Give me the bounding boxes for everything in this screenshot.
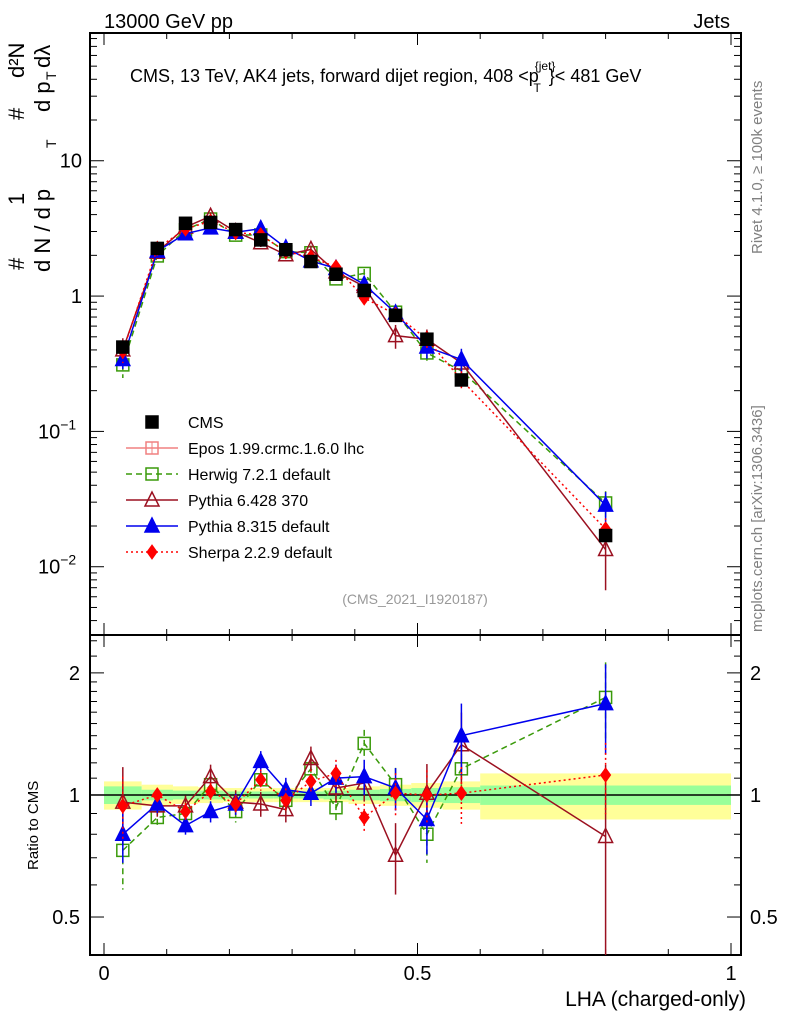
cms-data-point [357,283,371,298]
cms-data-point [329,267,343,281]
legend-marker [145,467,159,481]
sherpa2-ratio-point [358,809,370,826]
pythia6-ratio-point [327,778,345,795]
cms-data-point [150,241,165,256]
svg-text:d N / d p: d N / d p [30,189,55,272]
sherpa2-ratio-point [230,796,242,812]
pythia6-ratio-line [122,743,607,858]
herwig7-line [122,218,607,504]
legend-marker [146,544,158,560]
ratio-y-tick-label-right: 2 [750,663,761,685]
herwig7-ratio-point [357,736,371,751]
pythia6-ratio-point [202,766,219,784]
svg-text:dλ: dλ [30,45,55,68]
legend-marker [143,490,161,507]
ratio-y-tick-label: 0.5 [52,907,80,929]
pythia8-ratio-point [149,794,166,811]
legend-label: Pythia 8.315 default [188,519,330,536]
sherpa2-ratio-point [599,767,612,783]
cms-data-point [203,215,218,230]
cms-data-point [304,254,318,269]
pythia6-ratio-point [597,826,614,844]
sherpa2-ratio-point [455,785,468,802]
pythia8-point [597,495,614,512]
pythia6-ratio-point [252,794,269,811]
pythia8-ratio-point [355,766,373,784]
legend-label: Herwig 7.2.1 default [188,467,331,484]
pythia6-ratio-point [277,799,295,817]
sherpa2-ratio-point [179,803,192,820]
pythia8-ratio-point [202,801,219,819]
header-left: 13000 GeV pp [104,11,233,33]
cms-data-point [178,216,193,231]
sherpa2-ratio-point [330,765,342,782]
svg-text:#: # [4,107,29,120]
y-axis-label: # 1 d N / d p T # d²N d p T dλ [4,43,59,272]
y-tick-label: 10−2 [38,552,76,579]
x-tick-label: 1 [725,963,736,985]
cms-data-point [254,233,268,247]
pythia8-point [453,349,470,367]
pythia8-ratio-point [302,783,320,800]
sherpa2-ratio-point [389,785,402,802]
pythia6-ratio-point [387,845,404,863]
ratio-y-tick-label: 2 [69,663,80,685]
y-tick-label: 1 [71,286,82,308]
chart-title: CMS, 13 TeV, AK4 jets, forward dijet reg… [130,59,641,95]
cms-data-point [228,222,243,237]
legend-label: Pythia 6.428 370 [188,493,308,510]
x-tick-label: 0 [98,963,109,985]
legend-label: CMS [188,415,224,432]
pythia8-ratio-point [418,809,436,827]
legend-marker [143,516,161,533]
svg-text:T: T [43,71,59,80]
cms-data-point [598,528,613,543]
mcplots-label: mcplots.cern.ch [arXiv:1306.3436] [749,405,766,632]
analysis-label: (CMS_2021_I1920187) [342,591,488,607]
sherpa2-ratio-point [117,797,129,814]
header-right: Jets [693,11,730,33]
sherpa2-ratio-point [151,787,163,803]
pythia8-ratio-point [453,726,470,743]
sherpa2-ratio-point [305,773,317,790]
x-axis-label: LHA (charged-only) [565,988,746,1011]
legend-label: Sherpa 2.2.9 default [188,545,333,562]
sherpa2-ratio-point [421,787,433,803]
pythia6-point [387,325,404,343]
pythia6-point [597,539,614,557]
svg-text:T: T [43,139,59,148]
legend-label: Epos 1.99.crmc.1.6.0 lhc [188,441,364,458]
cms-data-point [388,308,403,323]
y-tick-label: 10 [60,151,82,173]
sherpa2-ratio-point [280,792,292,809]
y-tick-label: 10−1 [38,416,76,443]
sherpa2-ratio-point [204,783,217,800]
pythia6-ratio-point [302,748,320,766]
ratio-y-tick-label-right: 1 [750,785,761,807]
rivet-label: Rivet 4.1.0, ≥ 100k events [749,81,766,254]
ratio-y-tick-label-right: 0.5 [750,907,778,929]
pythia8-ratio-point [597,693,614,711]
cms-data-point [279,242,293,257]
svg-text:#: # [4,257,29,270]
x-tick-label: 0.5 [404,963,432,985]
cms-data-point [420,332,434,346]
pythia8-ratio-point [177,815,194,833]
ratio-y-tick-label: 1 [69,785,80,807]
cms-data-point [116,340,130,354]
ratio-y-label: Ratio to CMS [25,781,42,870]
svg-text:d²N: d²N [4,43,29,78]
cms-data-point [454,373,469,387]
legend-marker [145,415,159,429]
sherpa2-ratio-point [255,771,267,788]
pythia8-ratio-point [252,751,269,769]
svg-text:d p: d p [30,81,55,112]
svg-text:1: 1 [4,193,29,205]
